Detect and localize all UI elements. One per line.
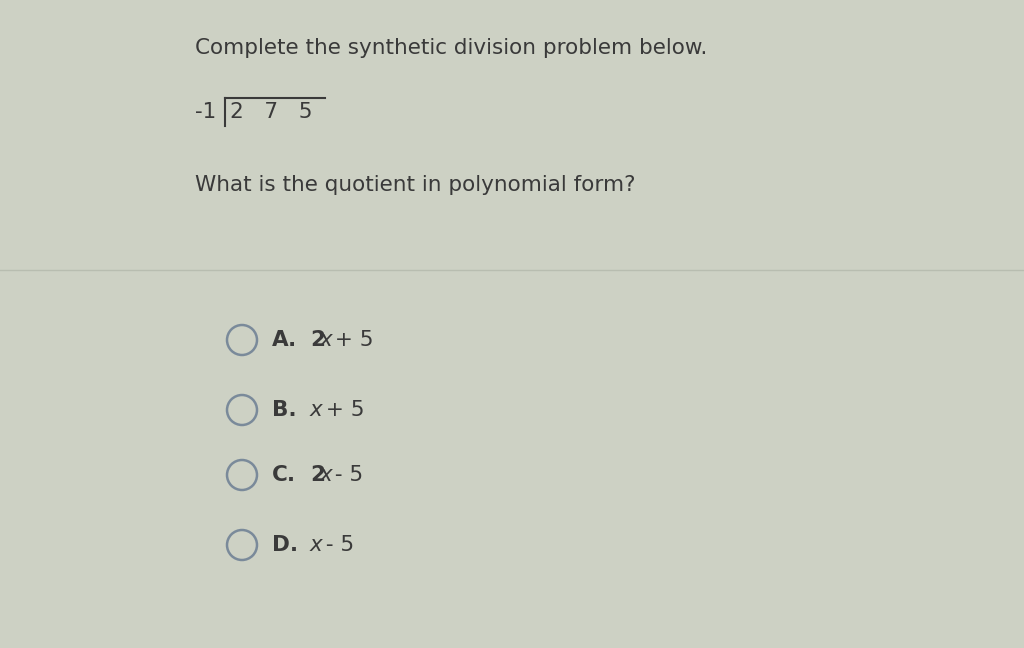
Text: Complete the synthetic division problem below.: Complete the synthetic division problem …: [195, 38, 708, 58]
Text: 2: 2: [310, 465, 325, 485]
Text: D.: D.: [272, 535, 298, 555]
Text: A.: A.: [272, 330, 297, 350]
Text: x: x: [310, 535, 323, 555]
Text: - 5: - 5: [329, 465, 364, 485]
Text: B.: B.: [272, 400, 297, 420]
Text: What is the quotient in polynomial form?: What is the quotient in polynomial form?: [195, 175, 636, 195]
Text: C.: C.: [272, 465, 296, 485]
Text: x: x: [310, 400, 323, 420]
Text: -1: -1: [195, 102, 216, 122]
Text: x: x: [319, 465, 332, 485]
Text: - 5: - 5: [319, 535, 354, 555]
Text: 2   7   5: 2 7 5: [230, 102, 312, 122]
Text: x: x: [319, 330, 332, 350]
Text: + 5: + 5: [329, 330, 374, 350]
Text: + 5: + 5: [319, 400, 365, 420]
Text: 2: 2: [310, 330, 325, 350]
